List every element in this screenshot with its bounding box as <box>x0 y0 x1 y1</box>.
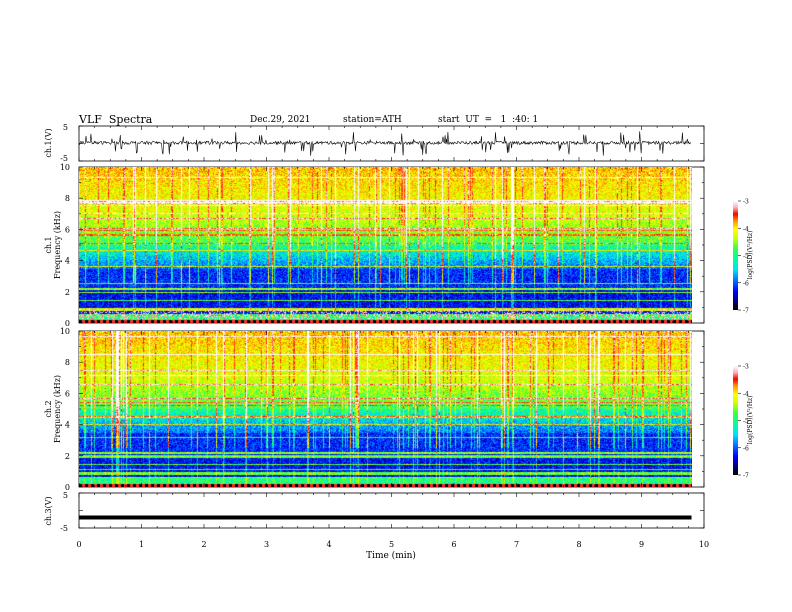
ch1-ytick-top: 5 <box>63 123 68 132</box>
ch1-waveform-panel: 5 -5 ch.1(V) <box>44 123 705 163</box>
spectrogram-raster <box>79 331 692 487</box>
spectrogram-ytick-label: 2 <box>65 288 70 297</box>
spectrogram-ytick-label: 6 <box>65 225 70 234</box>
spectrogram-ytick-label: 4 <box>65 421 70 430</box>
colorbar-tick-label: -4 <box>743 226 749 233</box>
spectrogram-ytick-label: 2 <box>65 452 70 461</box>
ch3-waveform-panel: 5 -5 ch.3(V) <box>44 491 705 533</box>
x-tick-label: 4 <box>326 540 331 549</box>
x-tick-label: 5 <box>389 540 394 549</box>
colorbar-tick-label: -7 <box>743 308 749 315</box>
ch3-waveform-ticks <box>78 492 705 529</box>
spectrogram-ytick-label: 4 <box>65 257 70 266</box>
ch1-waveform-ylabel: ch.1(V) <box>44 128 53 157</box>
ch1-colorbar-label: log(PSD)(V²/Hz) <box>747 231 754 280</box>
x-tick-label: 6 <box>451 540 456 549</box>
ch1-colorbar-gradient <box>733 201 738 310</box>
colorbar-tick-label: -7 <box>743 473 749 480</box>
spectrogram-ytick-label: 10 <box>60 163 70 172</box>
x-tick-label: 0 <box>76 540 81 549</box>
x-tick-label: 8 <box>576 540 581 549</box>
colorbar-tick-label: -6 <box>743 445 749 452</box>
ch1-spectrogram-panel: 0 2 4 6 8 10 ch.1 Frequency (kHz) <box>44 163 705 328</box>
spectrogram-ytick-label: 0 <box>65 483 70 492</box>
spectrogram-ytick-label: 8 <box>65 358 70 367</box>
colorbar-tick-label: -4 <box>743 391 749 398</box>
x-tick-label: 1 <box>139 540 144 549</box>
date-label: Dec.29, 2021 <box>250 115 311 125</box>
ch2-spectrogram-image <box>79 331 692 487</box>
spectrogram-raster <box>79 167 692 323</box>
colorbar-tick-label: -5 <box>743 253 749 260</box>
ch1-waveform-ticks <box>78 125 705 162</box>
ch2-colorbar-gradient <box>733 366 738 475</box>
colorbar-tick-label: -5 <box>743 418 749 425</box>
x-tick-label: 7 <box>514 540 519 549</box>
x-tick-label: 2 <box>201 540 206 549</box>
ch1-colorbar-ticks: -3 -4 -5 -6 -7 <box>738 199 749 315</box>
x-tick-label: 9 <box>639 540 644 549</box>
colorbar-tick-label: -6 <box>743 280 749 287</box>
colorbar-tick-label: -3 <box>743 364 749 371</box>
ch2-colorbar-ticks: -3 -4 -5 -6 -7 <box>738 364 749 480</box>
spectrogram-ytick-label: 0 <box>65 319 70 328</box>
ch3-ytick-top: 5 <box>63 491 68 500</box>
ch1-spectrogram-image <box>79 167 692 323</box>
ch2-colorbar: -3 -4 -5 -6 -7 log(PSD)(V²/Hz) <box>733 364 754 480</box>
ch1-spectrogram-yticklabels: 0 2 4 6 8 10 <box>60 163 70 328</box>
start-time-label: start UT = 1 :40: 1 <box>438 115 539 125</box>
ch2-spectrogram-ticks <box>78 330 705 488</box>
ch2-spectrogram-panel: 0 2 4 6 8 10 ch.2 Frequency (kHz) <box>44 327 705 492</box>
colorbar-tick-label: -3 <box>743 199 749 206</box>
spectrogram-ytick-label: 6 <box>65 389 70 398</box>
ch1-waveform-line <box>78 131 692 156</box>
ch3-ytick-bottom: -5 <box>60 524 68 533</box>
ch1-ytick-bottom: -5 <box>60 154 68 163</box>
ch2-spectrogram-yticklabels: 0 2 4 6 8 10 <box>60 327 70 492</box>
ch1-colorbar: -3 -4 -5 -6 -7 log(PSD)(V²/Hz) <box>733 199 754 315</box>
ch3-waveform-frame <box>78 492 705 529</box>
x-axis-tick-labels: 0 1 2 3 4 5 6 7 8 9 10 <box>76 540 709 549</box>
spectrogram-ytick-label: 8 <box>65 194 70 203</box>
station-label: station=ATH <box>343 115 402 125</box>
ch3-waveform-ylabel: ch.3(V) <box>44 496 53 525</box>
ch2-spectrogram-ylabel-frequency: Frequency (kHz) <box>53 375 62 443</box>
x-axis-label: Time (min) <box>366 550 416 561</box>
x-tick-label: 3 <box>264 540 269 549</box>
ch1-spectrogram-ylabel-channel: ch.1 <box>44 236 53 253</box>
x-tick-label: 10 <box>699 540 709 549</box>
ch2-spectrogram-ylabel-channel: ch.2 <box>44 400 53 417</box>
ch1-spectrogram-ylabel-frequency: Frequency (kHz) <box>53 211 62 279</box>
spectrogram-ytick-label: 10 <box>60 327 70 336</box>
chart-title: VLF Spectra <box>79 113 153 126</box>
ch1-spectrogram-ticks <box>78 166 705 324</box>
ch2-colorbar-label: log(PSD)(V²/Hz) <box>747 396 754 445</box>
